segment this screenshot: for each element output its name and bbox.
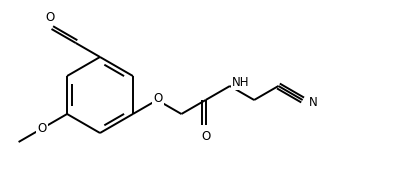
Text: O: O xyxy=(37,122,47,136)
Text: N: N xyxy=(308,95,318,108)
Text: O: O xyxy=(201,130,210,143)
Text: O: O xyxy=(154,93,163,105)
Text: O: O xyxy=(45,11,54,24)
Text: NH: NH xyxy=(232,75,249,89)
